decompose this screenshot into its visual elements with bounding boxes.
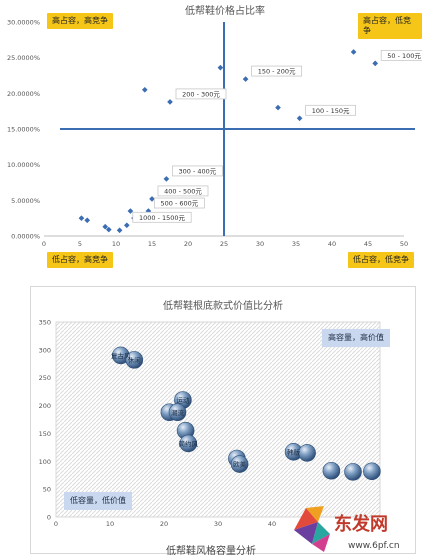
x-tick-label: 30 xyxy=(256,240,264,248)
x-tick-label: 0 xyxy=(42,240,46,248)
note-bottom-left: 低容量，低价值 xyxy=(64,492,132,510)
y-tick-label: 100 xyxy=(39,458,51,466)
svg-text:400 - 500元: 400 - 500元 xyxy=(164,187,202,195)
x-tick-label: 20 xyxy=(160,520,168,528)
scatter-point xyxy=(149,196,155,202)
x-tick-label: 5 xyxy=(78,240,82,248)
y-tick-label: 5.0000% xyxy=(11,197,40,205)
data-label: 200 - 300元 xyxy=(175,88,227,100)
bubble xyxy=(298,444,316,462)
corner-label-top-right: 高占容，低竞争 xyxy=(358,13,422,39)
data-label: 500 - 600元 xyxy=(153,197,205,209)
scatter-point xyxy=(163,176,170,182)
scatter-point xyxy=(217,64,224,71)
x-tick-label: 10 xyxy=(112,240,120,248)
data-label: 150 - 200元 xyxy=(251,65,303,77)
svg-text:300 - 400元: 300 - 400元 xyxy=(179,167,217,175)
scatter-point xyxy=(123,222,130,229)
bubble xyxy=(230,455,249,473)
scatter-point xyxy=(102,223,109,230)
scatter-point xyxy=(78,215,85,221)
y-tick-label: 0 xyxy=(47,514,51,522)
bubble xyxy=(179,434,198,453)
logo-icon xyxy=(294,506,330,552)
y-tick-label: 20.0000% xyxy=(7,90,40,98)
bubble-label: 潮流 xyxy=(171,408,185,417)
note-top-right: 高容量，高价值 xyxy=(322,329,390,347)
data-label: 300 - 400元 xyxy=(171,165,223,177)
scatter-point xyxy=(127,208,134,214)
y-tick-label: 350 xyxy=(39,319,51,327)
y-tick-label: 250 xyxy=(39,374,51,382)
bubble-label: 韩版 xyxy=(287,447,301,456)
svg-text:100 - 150元: 100 - 150元 xyxy=(312,107,350,115)
data-label: 50 - 100元 xyxy=(380,49,422,61)
plot-area xyxy=(55,321,381,518)
x-tick-label: 45 xyxy=(364,240,372,248)
y-tick-label: 25.0000% xyxy=(7,54,40,62)
x-tick-label: 25 xyxy=(220,240,228,248)
y-tick-label: 0.0000% xyxy=(11,233,40,241)
x-tick-label: 20 xyxy=(184,240,192,248)
svg-text:150 - 200元: 150 - 200元 xyxy=(258,68,296,76)
chart-title: 低帮鞋根底款式价值比分析 xyxy=(163,301,283,312)
bubble xyxy=(322,461,341,480)
bubble-label: 欧美 xyxy=(233,460,247,469)
bubble-label: 复古风 xyxy=(111,351,131,360)
bubble xyxy=(344,463,362,481)
svg-text:50 - 100元: 50 - 100元 xyxy=(387,52,421,60)
scatter-point xyxy=(372,60,379,67)
chart-title: 低帮鞋价格占比率 xyxy=(185,4,265,17)
scatter-point xyxy=(275,104,281,111)
y-tick-label: 30.0000% xyxy=(7,19,40,27)
x-tick-label: 0 xyxy=(54,520,58,528)
scatter-point xyxy=(84,217,91,224)
footer-title: 低帮鞋风格容量分析 xyxy=(166,546,256,557)
data-label: 100 - 150元 xyxy=(305,104,357,116)
bubble xyxy=(125,351,144,369)
scatter-point xyxy=(242,76,249,82)
y-tick-label: 300 xyxy=(39,346,51,354)
scatter-point xyxy=(105,226,112,233)
scatter-point xyxy=(167,99,173,105)
style-value-bubble-chart: 0 10 20 30 40 0 50 100 150 200 250 300 350 复古风休闲运动潮流… xyxy=(39,319,381,528)
data-label: 1000 - 1500元 xyxy=(132,211,192,223)
y-tick-label: 50 xyxy=(43,486,51,494)
y-tick-label: 10.0000% xyxy=(7,161,40,169)
scatter-point xyxy=(116,227,123,234)
bubble xyxy=(363,462,381,481)
watermark-url: www.6pf.cn xyxy=(348,541,400,551)
corner-label-bottom-right: 低占容，低竞争 xyxy=(348,252,414,268)
x-tick-label: 40 xyxy=(328,240,336,248)
bubble-label: 简约风 xyxy=(179,439,199,448)
bubble-label: 休闲 xyxy=(128,355,141,364)
watermark-brand: 东发网 xyxy=(334,513,388,535)
bubble-label: 运动 xyxy=(176,397,190,405)
x-tick-label: 40 xyxy=(268,520,276,528)
bubble xyxy=(168,403,187,422)
x-tick-label: 35 xyxy=(292,240,300,248)
x-tick-label: 30 xyxy=(214,520,222,528)
data-label: 400 - 500元 xyxy=(157,185,209,197)
svg-text:200 - 300元: 200 - 300元 xyxy=(182,90,220,98)
svg-text:1000 - 1500元: 1000 - 1500元 xyxy=(139,214,186,222)
scatter-point xyxy=(141,86,148,93)
watermark: 东发网 www.6pf.cn xyxy=(290,500,414,554)
x-tick-label: 15 xyxy=(148,240,156,248)
corner-label-bottom-left: 低占容，高竞争 xyxy=(47,252,113,268)
y-tick-label: 150 xyxy=(39,430,51,438)
svg-text:500 - 600元: 500 - 600元 xyxy=(161,200,199,208)
corner-label-top-left: 高占容，高竞争 xyxy=(47,13,113,29)
y-tick-label: 15.0000% xyxy=(7,126,40,134)
y-tick-label: 200 xyxy=(39,402,51,410)
x-tick-label: 50 xyxy=(400,240,408,248)
scatter-point xyxy=(296,115,303,122)
price-share-scatter: 低帮鞋价格占比率 50 - 100元 100 - 150元 150 - 200元 20… xyxy=(7,4,422,248)
x-tick-label: 10 xyxy=(106,520,114,528)
scatter-point xyxy=(350,49,357,55)
